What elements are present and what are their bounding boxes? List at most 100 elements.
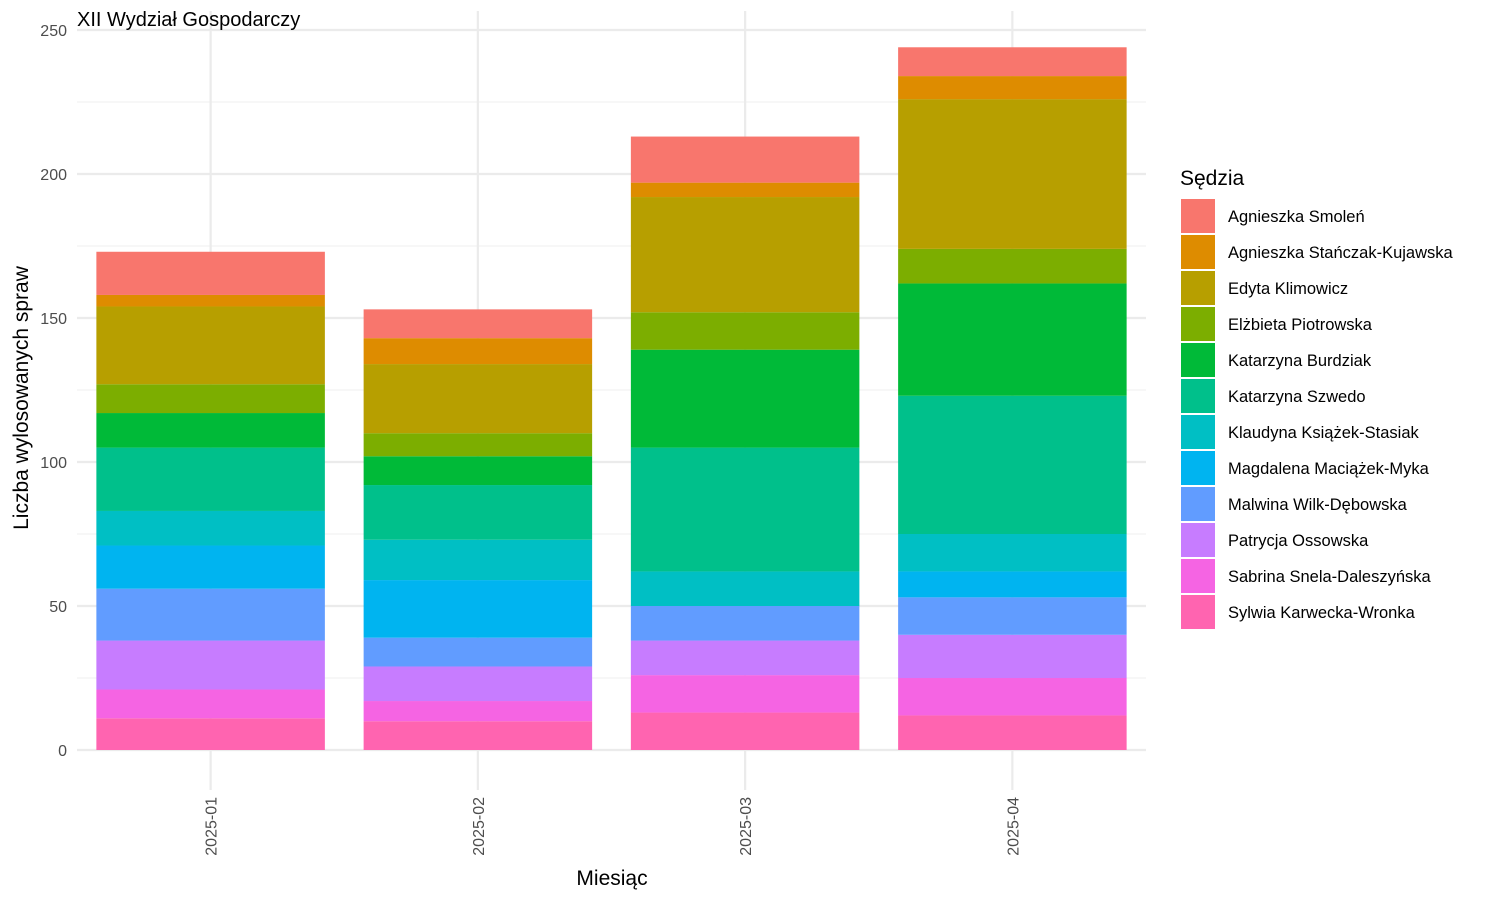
legend-item: Edyta Klimowicz — [1181, 271, 1348, 305]
legend-key — [1181, 415, 1215, 449]
legend-key — [1181, 307, 1215, 341]
y-tick-label: 150 — [40, 311, 67, 328]
legend-item: Agnieszka Smoleń — [1181, 199, 1365, 233]
legend-key — [1181, 379, 1215, 413]
bar-segment — [363, 721, 593, 750]
bar-stack-2025-04 — [898, 47, 1127, 750]
legend-label: Elżbieta Piotrowska — [1228, 316, 1373, 334]
bar-segment — [630, 606, 860, 641]
legend-item: Sylwia Karwecka-Wronka — [1181, 595, 1416, 629]
x-tick-label: 2025-03 — [738, 797, 755, 856]
bar-segment — [898, 715, 1127, 750]
y-tick-label: 50 — [49, 599, 67, 616]
bar-segment — [96, 588, 325, 641]
legend-label: Sabrina Snela-Daleszyńska — [1228, 568, 1432, 586]
y-tick-label: 0 — [58, 743, 67, 760]
bar-segment — [898, 534, 1127, 572]
legend-key — [1181, 235, 1215, 269]
legend-key — [1181, 595, 1215, 629]
bar-segment — [96, 306, 325, 385]
legend-key — [1181, 343, 1215, 377]
legend-items: Agnieszka Smoleń Agnieszka Stańczak-Kujaw… — [1181, 199, 1454, 629]
legend-label: Agnieszka Smoleń — [1228, 208, 1365, 226]
x-axis-title: Miesiąc — [576, 867, 647, 890]
legend-item: Katarzyna Szwedo — [1181, 379, 1366, 413]
bar-segment — [96, 545, 325, 589]
y-axis-title: Liczba wylosowanych spraw — [10, 265, 33, 530]
y-tick-label: 200 — [40, 167, 67, 184]
bar-segment — [363, 485, 593, 540]
bar-stack-2025-02 — [363, 309, 593, 750]
bar-segment — [898, 99, 1127, 249]
legend-key — [1181, 559, 1215, 593]
bar-segment — [630, 447, 860, 572]
legend-label: Patrycja Ossowska — [1228, 532, 1369, 550]
legend-label: Edyta Klimowicz — [1228, 280, 1348, 298]
bar-segment — [630, 712, 860, 750]
bar-segment — [363, 637, 593, 667]
bar-segment — [363, 433, 593, 457]
bar-segment — [96, 294, 325, 307]
legend-item: Sabrina Snela-Daleszyńska — [1181, 559, 1432, 593]
legend-item: Magdalena Maciążek-Myka — [1181, 451, 1430, 485]
legend-label: Katarzyna Burdziak — [1228, 352, 1372, 370]
legend-key — [1181, 451, 1215, 485]
bar-segment — [898, 47, 1127, 77]
bar-stack-2025-01 — [96, 251, 325, 750]
legend-title: Sędzia — [1180, 167, 1245, 190]
bar-segment — [363, 539, 593, 581]
x-tick-label: 2025-02 — [471, 797, 488, 856]
legend-item: Agnieszka Stańczak-Kujawska — [1181, 235, 1454, 269]
bar-segment — [630, 675, 860, 713]
bar-segment — [630, 182, 860, 198]
bar-segment — [898, 395, 1127, 534]
bars — [96, 47, 1127, 750]
bar-segment — [630, 312, 860, 350]
legend-key — [1181, 271, 1215, 305]
bar-segment — [363, 580, 593, 638]
legend-label: Magdalena Maciążek-Myka — [1228, 460, 1430, 478]
bar-segment — [363, 666, 593, 702]
legend-item: Malwina Wilk-Dębowska — [1181, 487, 1408, 521]
legend-label: Klaudyna Książek-Stasiak — [1228, 424, 1420, 442]
bar-segment — [96, 640, 325, 690]
bar-segment — [898, 678, 1127, 716]
bar-segment — [96, 510, 325, 546]
x-tick-label: 2025-01 — [204, 797, 221, 856]
y-tick-label: 250 — [40, 23, 67, 40]
bar-segment — [96, 413, 325, 448]
legend-key — [1181, 487, 1215, 521]
bar-segment — [363, 364, 593, 434]
chart-title: XII Wydział Gospodarczy — [77, 9, 300, 31]
bar-segment — [363, 456, 593, 486]
bar-segment — [898, 248, 1127, 284]
bar-segment — [898, 634, 1127, 678]
bar-segment — [96, 251, 325, 295]
bar-segment — [898, 76, 1127, 100]
bar-segment — [898, 597, 1127, 635]
bar-segment — [898, 283, 1127, 396]
legend-item: Elżbieta Piotrowska — [1181, 307, 1373, 341]
legend-item: Patrycja Ossowska — [1181, 523, 1369, 557]
bar-segment — [630, 197, 860, 313]
y-tick-label: 100 — [40, 455, 67, 472]
legend: Sędzia Agnieszka Smoleń Agnieszka Stańcza… — [1180, 167, 1454, 629]
bar-segment — [96, 718, 325, 750]
legend-key — [1181, 523, 1215, 557]
legend-item: Klaudyna Książek-Stasiak — [1181, 415, 1420, 449]
bar-segment — [96, 447, 325, 511]
bar-segment — [630, 640, 860, 676]
legend-label: Agnieszka Stańczak-Kujawska — [1228, 244, 1454, 262]
bar-segment — [898, 571, 1127, 598]
legend-key — [1181, 199, 1215, 233]
bar-segment — [630, 571, 860, 606]
x-axis-tick-labels: 2025-01 2025-02 2025-03 2025-04 — [204, 797, 1023, 856]
bar-segment — [96, 689, 325, 719]
bar-segment — [630, 136, 860, 183]
bar-segment — [96, 384, 325, 414]
bar-segment — [630, 349, 860, 448]
legend-label: Sylwia Karwecka-Wronka — [1228, 604, 1416, 622]
x-tick-label: 2025-04 — [1005, 797, 1022, 856]
bar-segment — [363, 338, 593, 365]
y-axis-tick-labels: 0 50 100 150 200 250 — [40, 23, 67, 760]
